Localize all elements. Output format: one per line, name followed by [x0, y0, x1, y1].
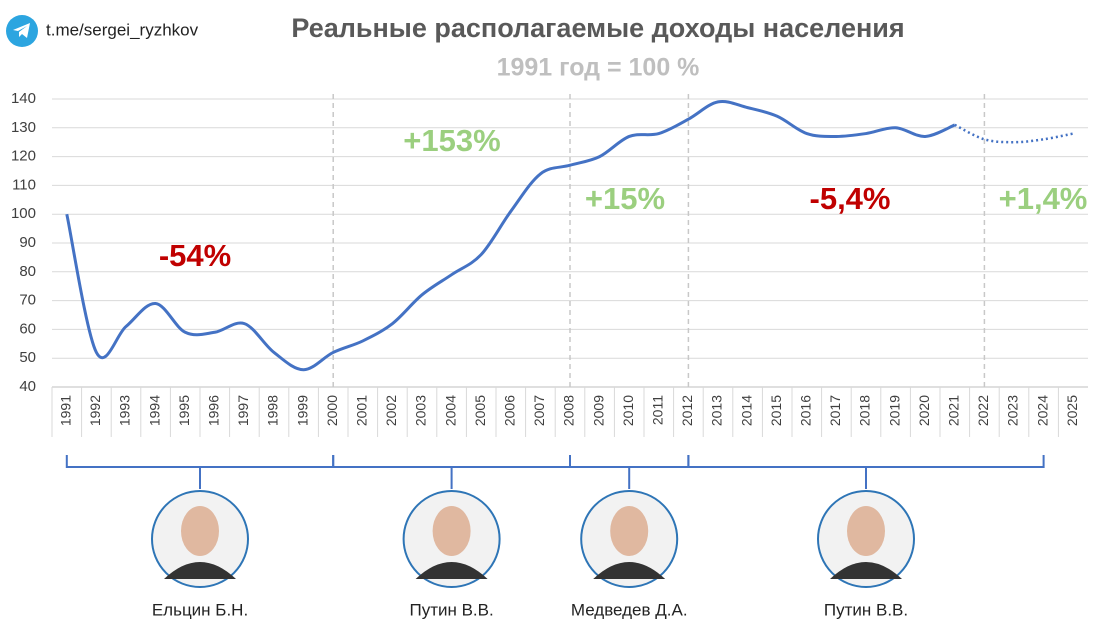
- x-tick-label: 2005: [472, 395, 488, 426]
- x-tick-label: 2025: [1064, 395, 1080, 426]
- x-tick-label: 1993: [117, 395, 133, 426]
- chart-subtitle: 1991 год = 100 %: [497, 54, 700, 82]
- annotation: -5,4%: [810, 181, 891, 216]
- x-tick-label: 1995: [176, 395, 192, 426]
- annotation: -54%: [159, 238, 231, 273]
- x-tick-label: 2019: [886, 395, 902, 426]
- leader-name: Ельцин Б.Н.: [152, 600, 248, 619]
- x-tick-label: 2016: [798, 395, 814, 426]
- x-tick-label: 2020: [916, 395, 932, 426]
- portrait-head: [181, 506, 219, 556]
- y-tick-label: 50: [19, 349, 36, 366]
- x-tick-label: 2021: [946, 395, 962, 426]
- portrait-body: [415, 562, 488, 579]
- x-tick-label: 1998: [265, 395, 281, 426]
- annotation: +1,4%: [999, 181, 1088, 216]
- leader-name: Путин В.В.: [824, 600, 908, 619]
- y-tick-label: 140: [11, 90, 36, 107]
- x-tick-label: 2022: [975, 395, 991, 426]
- portrait-head: [847, 506, 885, 556]
- y-tick-label: 70: [19, 292, 36, 309]
- x-tick-label: 2024: [1034, 395, 1050, 426]
- x-tick-label: 2010: [620, 395, 636, 426]
- x-tick-label: 2009: [590, 395, 606, 426]
- x-tick-label: 2006: [502, 395, 518, 426]
- annotation: +15%: [585, 181, 665, 216]
- y-tick-label: 110: [12, 176, 36, 193]
- x-tick-label: 2001: [354, 395, 370, 426]
- portrait-head: [432, 506, 471, 556]
- leader-name: Путин В.В.: [409, 600, 493, 619]
- x-tick-label: 1994: [146, 395, 162, 426]
- channel: t.me/sergei_ryzhkov: [46, 20, 199, 39]
- x-tick-label: 1996: [206, 395, 222, 426]
- x-tick-label: 2012: [679, 395, 695, 426]
- x-tick-label: 2011: [650, 395, 666, 425]
- data-line: [65, 99, 956, 372]
- portrait-body: [164, 562, 236, 579]
- x-tick-label: 2000: [324, 395, 340, 426]
- portrait-head: [610, 506, 649, 556]
- period-bracket: [687, 455, 1045, 489]
- x-tick-label: 2008: [561, 395, 577, 426]
- y-tick-label: 80: [19, 263, 36, 280]
- x-tick-label: 2015: [768, 395, 784, 426]
- x-tick-label: 1997: [235, 395, 251, 426]
- x-tick-label: 2003: [413, 395, 429, 426]
- x-tick-label: 2014: [738, 395, 754, 426]
- x-tick-label: 2004: [442, 395, 458, 426]
- telegram-plane: [13, 23, 30, 38]
- portrait-body: [830, 562, 902, 579]
- y-tick-label: 60: [19, 320, 36, 337]
- y-tick-label: 100: [11, 205, 36, 222]
- annotation: +153%: [403, 123, 500, 158]
- x-tick-label: 1999: [294, 395, 310, 426]
- x-tick-label: 2017: [827, 395, 843, 426]
- chart-title: Реальные располагаемые доходы населения: [291, 13, 904, 43]
- x-tick-label: 2002: [383, 395, 399, 426]
- x-tick-label: 2013: [709, 395, 725, 426]
- x-tick-label: 2018: [857, 395, 873, 426]
- x-tick-label: 1991: [58, 395, 74, 426]
- period-bracket: [65, 455, 335, 489]
- y-tick-label: 120: [11, 148, 36, 165]
- y-tick-label: 90: [19, 234, 36, 251]
- y-tick-label: 130: [11, 119, 36, 136]
- x-tick-label: 2023: [1005, 395, 1021, 426]
- x-tick-label: 1992: [87, 395, 103, 426]
- y-tick-label: 40: [19, 378, 36, 395]
- portrait-body: [593, 562, 666, 579]
- leader-name: Медведев Д.А.: [571, 600, 688, 619]
- period-bracket: [569, 455, 690, 489]
- period-bracket: [332, 455, 571, 489]
- x-tick-label: 2007: [531, 395, 547, 426]
